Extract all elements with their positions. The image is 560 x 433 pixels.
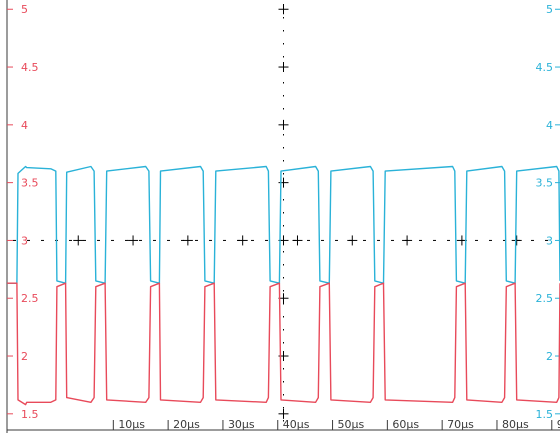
left-tick-label: 4.5 xyxy=(21,61,39,74)
series-traces xyxy=(7,165,560,406)
x-tick-label: 70µs xyxy=(447,418,474,431)
right-tick-label: 4.5 xyxy=(536,61,554,74)
right-tick-label: 3.5 xyxy=(536,177,554,190)
x-tick-label: 80µs xyxy=(502,418,529,431)
left-axis-ticks: 1.5 2 2.5 3 3.5 4 4.5 5 xyxy=(7,3,39,421)
right-tick-label: 2 xyxy=(546,350,553,363)
x-axis-ticks: 10µs 20µs 30µs 40µs 50µs 60µs 70µs 80µs 90µs xyxy=(112,418,560,431)
x-tick-label: 10µs xyxy=(118,418,145,431)
right-tick-label: 4 xyxy=(546,119,553,132)
trace-red xyxy=(7,282,560,406)
x-tick-label: 30µs xyxy=(228,418,255,431)
x-tick-label: 40µs xyxy=(283,418,310,431)
left-tick-label: 3 xyxy=(21,234,28,247)
trace-blue xyxy=(7,165,560,284)
x-tick-label: 90µs xyxy=(557,418,560,431)
x-tick-label: 50µs xyxy=(338,418,365,431)
x-tick-label: 20µs xyxy=(173,418,200,431)
right-tick-label: 1.5 xyxy=(536,408,554,421)
left-tick-label: 5 xyxy=(21,3,28,16)
left-tick-label: 1.5 xyxy=(21,408,39,421)
left-tick-label: 4 xyxy=(21,119,28,132)
axes xyxy=(6,0,560,433)
x-tick-label: 60µs xyxy=(392,418,419,431)
right-tick-label: 5 xyxy=(546,3,553,16)
right-tick-label: 2.5 xyxy=(536,292,554,305)
left-tick-label: 2.5 xyxy=(21,292,39,305)
left-tick-label: 3.5 xyxy=(21,177,39,190)
right-axis-ticks: 1.5 2 2.5 3 3.5 4 4.5 5 xyxy=(536,3,560,421)
left-tick-label: 2 xyxy=(21,350,28,363)
right-tick-label: 3 xyxy=(546,234,553,247)
